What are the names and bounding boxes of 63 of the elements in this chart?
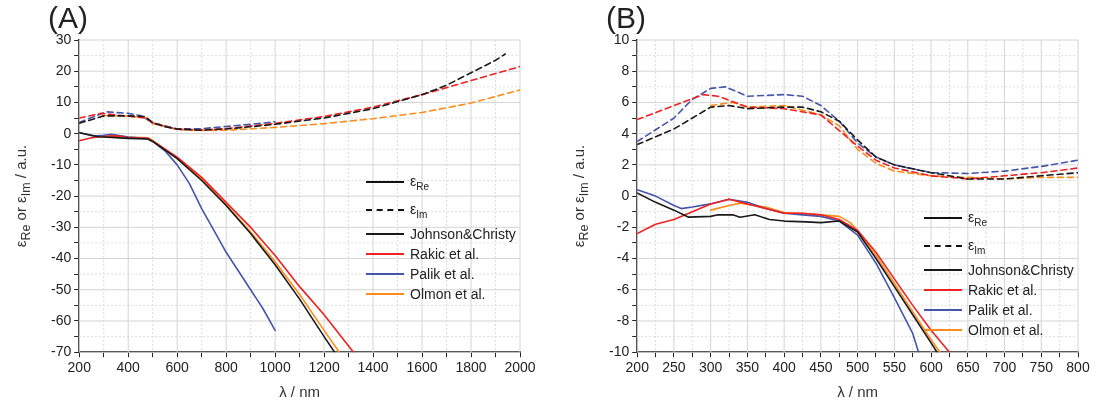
x-tick-label: 200 [625, 359, 650, 376]
line-series [79, 65, 520, 131]
y-tick-label: 8 [621, 62, 630, 79]
y-tick-label: -60 [51, 311, 72, 328]
legend-label: Palik et al. [968, 302, 1033, 319]
legend-label: Johnson&Christy [968, 262, 1074, 279]
y-tick-label: -70 [51, 343, 72, 360]
y-tick-label: -8 [616, 311, 630, 328]
x-tick-label: 1200 [308, 359, 340, 376]
x-tick-label: 400 [772, 359, 797, 376]
x-tick-label: 550 [882, 359, 907, 376]
y-tick-label: -2 [616, 218, 630, 235]
x-tick-label: 200 [67, 359, 92, 376]
y-tick-label: 6 [621, 93, 630, 110]
chart-title: (B) [606, 1, 646, 35]
legend-label: Olmon et al. [410, 286, 486, 303]
line-series [79, 111, 276, 130]
y-tick-label: -30 [51, 218, 72, 235]
x-tick-label: 350 [735, 359, 760, 376]
x-tick-label: 450 [809, 359, 833, 376]
line-series [709, 101, 1078, 180]
x-tick-label: 650 [956, 359, 980, 376]
chart-title: (A) [48, 1, 88, 35]
x-tick-label: 2000 [504, 359, 536, 376]
legend-label: Rakic et al. [410, 246, 480, 263]
x-tick-label: 1800 [455, 359, 487, 376]
annotation: ε$_{Re}$ [410, 172, 430, 192]
y-tick-label: -20 [51, 186, 72, 203]
x-tick-label: 800 [214, 359, 239, 376]
y-tick-label: 20 [55, 62, 72, 79]
x-axis-title: λ / nm [837, 383, 879, 401]
y-tick-label: -10 [51, 155, 72, 172]
x-tick-label: 250 [662, 359, 686, 376]
legend-label: Palik et al. [410, 266, 475, 283]
x-tick-label: 750 [1029, 359, 1054, 376]
x-tick-label: 1400 [357, 359, 389, 376]
y-tick-label: 2 [621, 155, 630, 172]
y-tick-label: 10 [55, 93, 72, 110]
y-tick-label: 0 [621, 186, 630, 203]
y-tick-label: 4 [621, 124, 630, 141]
y-tick-label: -10 [609, 343, 630, 360]
line-series [102, 89, 520, 132]
x-tick-label: 400 [116, 359, 141, 376]
annotation: ε$_{Im}$ [410, 200, 428, 220]
x-tick-label: 300 [699, 359, 723, 376]
legend-label: Johnson&Christy [410, 226, 516, 243]
x-tick-label: 800 [1066, 359, 1090, 376]
x-tick-label: 600 [165, 359, 190, 376]
x-axis-title: λ / nm [279, 383, 321, 401]
y-tick-label: -50 [51, 280, 72, 297]
annotation: ε$_{Re}$ [968, 208, 988, 228]
legend-label: Olmon et al. [968, 322, 1044, 339]
x-tick-label: 500 [845, 359, 870, 376]
x-tick-label: 700 [992, 359, 1017, 376]
y-tick-label: -40 [51, 249, 72, 266]
annotation: ε$_{Im}$ [968, 236, 986, 256]
x-tick-label: 1600 [406, 359, 438, 376]
x-tick-label: 1000 [259, 359, 291, 376]
y-tick-label: -6 [616, 280, 630, 297]
x-tick-label: 600 [919, 359, 943, 376]
legend-label: Rakic et al. [968, 282, 1038, 299]
y-tick-label: 0 [63, 124, 72, 141]
y-tick-label: -4 [616, 249, 630, 266]
